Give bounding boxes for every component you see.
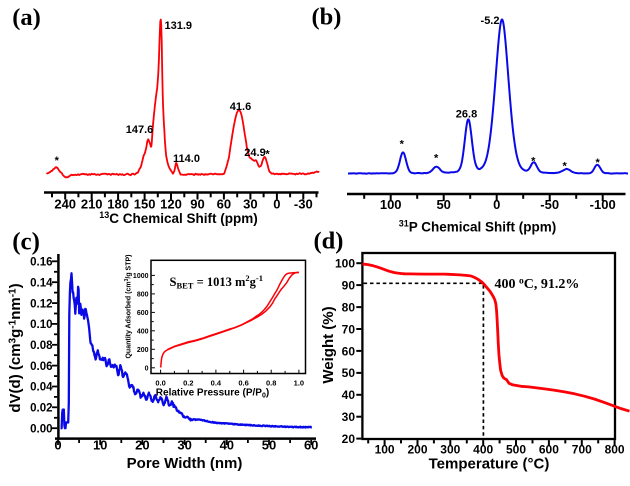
svg-text:1.0: 1.0 — [294, 379, 304, 388]
svg-text:0: 0 — [54, 438, 61, 453]
svg-text:*: * — [531, 155, 536, 167]
svg-text:210: 210 — [81, 196, 103, 211]
svg-text:0.0: 0.0 — [155, 379, 165, 388]
svg-text:-100: -100 — [590, 197, 616, 212]
svg-text:50: 50 — [342, 366, 356, 380]
svg-text:Temperature (°C): Temperature (°C) — [429, 455, 550, 472]
svg-text:800: 800 — [605, 443, 625, 457]
svg-text:500: 500 — [506, 443, 526, 457]
svg-text:*: * — [400, 138, 405, 150]
svg-text:0.12: 0.12 — [30, 298, 52, 310]
svg-text:*: * — [434, 152, 439, 164]
svg-text:10: 10 — [93, 438, 107, 453]
svg-text:31P Chemical Shift (ppm): 31P Chemical Shift (ppm) — [399, 219, 557, 235]
svg-text:(b): (b) — [312, 3, 342, 30]
svg-text:400: 400 — [137, 328, 149, 335]
svg-text:60: 60 — [342, 344, 356, 358]
svg-text:(c): (c) — [12, 229, 40, 256]
svg-text:0.8: 0.8 — [266, 379, 276, 388]
svg-text:dV(d) (cm3g-1nm-1): dV(d) (cm3g-1nm-1) — [7, 283, 24, 412]
svg-text:0.2: 0.2 — [183, 379, 193, 388]
svg-text:0.00: 0.00 — [30, 423, 52, 435]
svg-text:400: 400 — [473, 443, 493, 457]
svg-text:600: 600 — [137, 310, 149, 317]
svg-text:0.10: 0.10 — [30, 319, 52, 331]
svg-text:0.06: 0.06 — [30, 361, 52, 373]
svg-text:100: 100 — [380, 197, 402, 212]
svg-text:80: 80 — [342, 301, 356, 315]
svg-text:SBET = 1013 m2g-1: SBET = 1013 m2g-1 — [170, 273, 263, 291]
svg-text:70: 70 — [342, 322, 356, 336]
svg-text:180: 180 — [107, 196, 129, 211]
svg-text:300: 300 — [440, 443, 460, 457]
svg-text:-30: -30 — [294, 196, 313, 211]
svg-text:*: * — [55, 155, 60, 167]
svg-text:(a): (a) — [12, 4, 41, 31]
svg-text:0.08: 0.08 — [30, 340, 53, 352]
svg-text:26.8: 26.8 — [456, 109, 477, 121]
svg-text:Weight (%): Weight (%) — [320, 306, 337, 383]
svg-text:41.6: 41.6 — [230, 101, 251, 113]
svg-text:-50: -50 — [540, 197, 559, 212]
svg-text:131.9: 131.9 — [165, 20, 193, 32]
svg-text:90: 90 — [190, 196, 204, 211]
svg-text:24.9: 24.9 — [244, 147, 265, 159]
svg-text:13C Chemical Shift (ppm): 13C Chemical Shift (ppm) — [99, 210, 258, 226]
svg-text:90: 90 — [342, 279, 356, 293]
svg-text:240: 240 — [54, 196, 76, 211]
svg-text:100: 100 — [375, 443, 395, 457]
svg-text:50: 50 — [262, 438, 276, 453]
svg-text:40: 40 — [220, 438, 234, 453]
svg-text:30: 30 — [342, 410, 356, 424]
svg-text:0.14: 0.14 — [30, 277, 53, 289]
svg-text:0: 0 — [273, 196, 280, 211]
svg-text:30: 30 — [177, 438, 191, 453]
svg-text:0.04: 0.04 — [30, 382, 53, 394]
svg-text:-5.2: -5.2 — [481, 15, 500, 27]
svg-text:100: 100 — [335, 257, 355, 271]
svg-text:200: 200 — [137, 347, 149, 354]
svg-text:40: 40 — [342, 388, 356, 402]
svg-text:0.4: 0.4 — [211, 379, 222, 388]
svg-text:200: 200 — [407, 443, 427, 457]
svg-text:60: 60 — [217, 196, 231, 211]
svg-text:60: 60 — [304, 438, 318, 453]
svg-text:0: 0 — [493, 197, 500, 212]
svg-text:114.0: 114.0 — [173, 153, 200, 165]
svg-text:150: 150 — [134, 196, 156, 211]
svg-text:120: 120 — [160, 196, 182, 211]
svg-text:800: 800 — [137, 291, 149, 298]
svg-text:30: 30 — [243, 196, 257, 211]
svg-text:Quantity Adsorbed (cm3/g STP): Quantity Adsorbed (cm3/g STP) — [124, 254, 133, 358]
svg-text:0.02: 0.02 — [30, 403, 52, 415]
svg-text:*: * — [595, 157, 600, 169]
svg-text:50: 50 — [436, 197, 450, 212]
svg-text:0.16: 0.16 — [30, 257, 52, 269]
svg-text:0: 0 — [145, 365, 149, 372]
svg-text:20: 20 — [342, 432, 356, 446]
svg-text:700: 700 — [572, 443, 592, 457]
svg-text:20: 20 — [135, 438, 149, 453]
svg-text:Pore Width (nm): Pore Width (nm) — [127, 455, 243, 472]
svg-text:600: 600 — [539, 443, 559, 457]
svg-text:(d): (d) — [314, 228, 344, 255]
svg-text:147.6: 147.6 — [126, 124, 154, 136]
svg-text:400 oC, 91.2%: 400 oC, 91.2% — [495, 277, 580, 293]
svg-text:Relative Pressure (P/P0): Relative Pressure (P/P0) — [156, 388, 269, 400]
svg-text:*: * — [563, 160, 568, 172]
svg-text:1000: 1000 — [133, 273, 149, 280]
svg-text:0.6: 0.6 — [238, 379, 248, 388]
svg-text:*: * — [265, 149, 270, 161]
